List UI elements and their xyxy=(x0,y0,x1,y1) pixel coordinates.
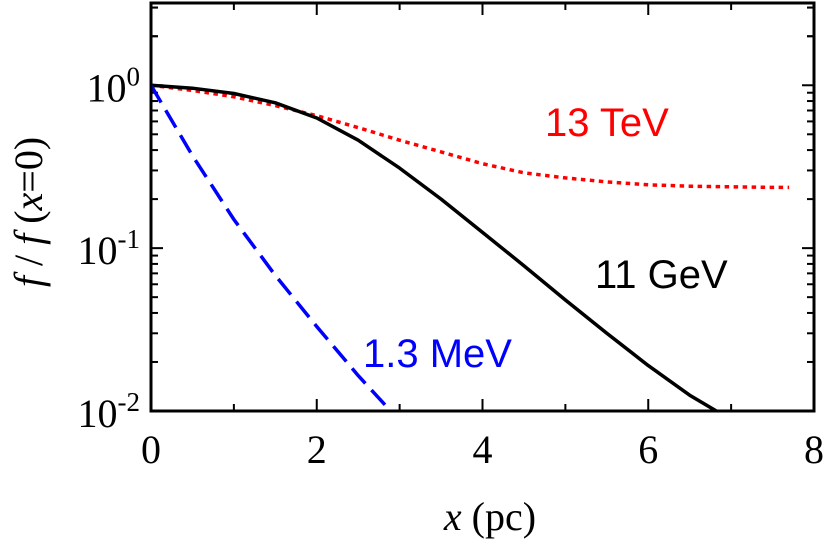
x-tick-label: 2 xyxy=(307,427,327,472)
y-tick-labels: 100 10-1 10-2 xyxy=(78,61,141,436)
plot-lines xyxy=(151,83,790,411)
series-label-13tev: 13 TeV xyxy=(545,101,669,145)
x-tick-label: 8 xyxy=(804,427,824,472)
y-tick-label: 100 xyxy=(87,61,141,110)
series-label-11gev: 11 GeV xyxy=(595,253,728,297)
y-tick-label: 10-1 xyxy=(78,224,141,273)
series-line-2 xyxy=(151,84,393,411)
x-tick-labels: 0 2 4 6 8 xyxy=(141,427,824,472)
series-line-1 xyxy=(151,83,720,411)
x-axis-label: x (pc) xyxy=(443,494,536,539)
x-tick-label: 4 xyxy=(473,427,493,472)
series-label-1-3mev: 1.3 MeV xyxy=(363,332,512,376)
y-axis-label: f / f (x=0) xyxy=(6,137,51,287)
x-tick-label: 6 xyxy=(638,427,658,472)
x-tick-label: 0 xyxy=(141,427,161,472)
y-tick-label: 10-2 xyxy=(78,387,141,436)
series-line-0 xyxy=(151,83,790,190)
plot-frame xyxy=(149,1,816,413)
